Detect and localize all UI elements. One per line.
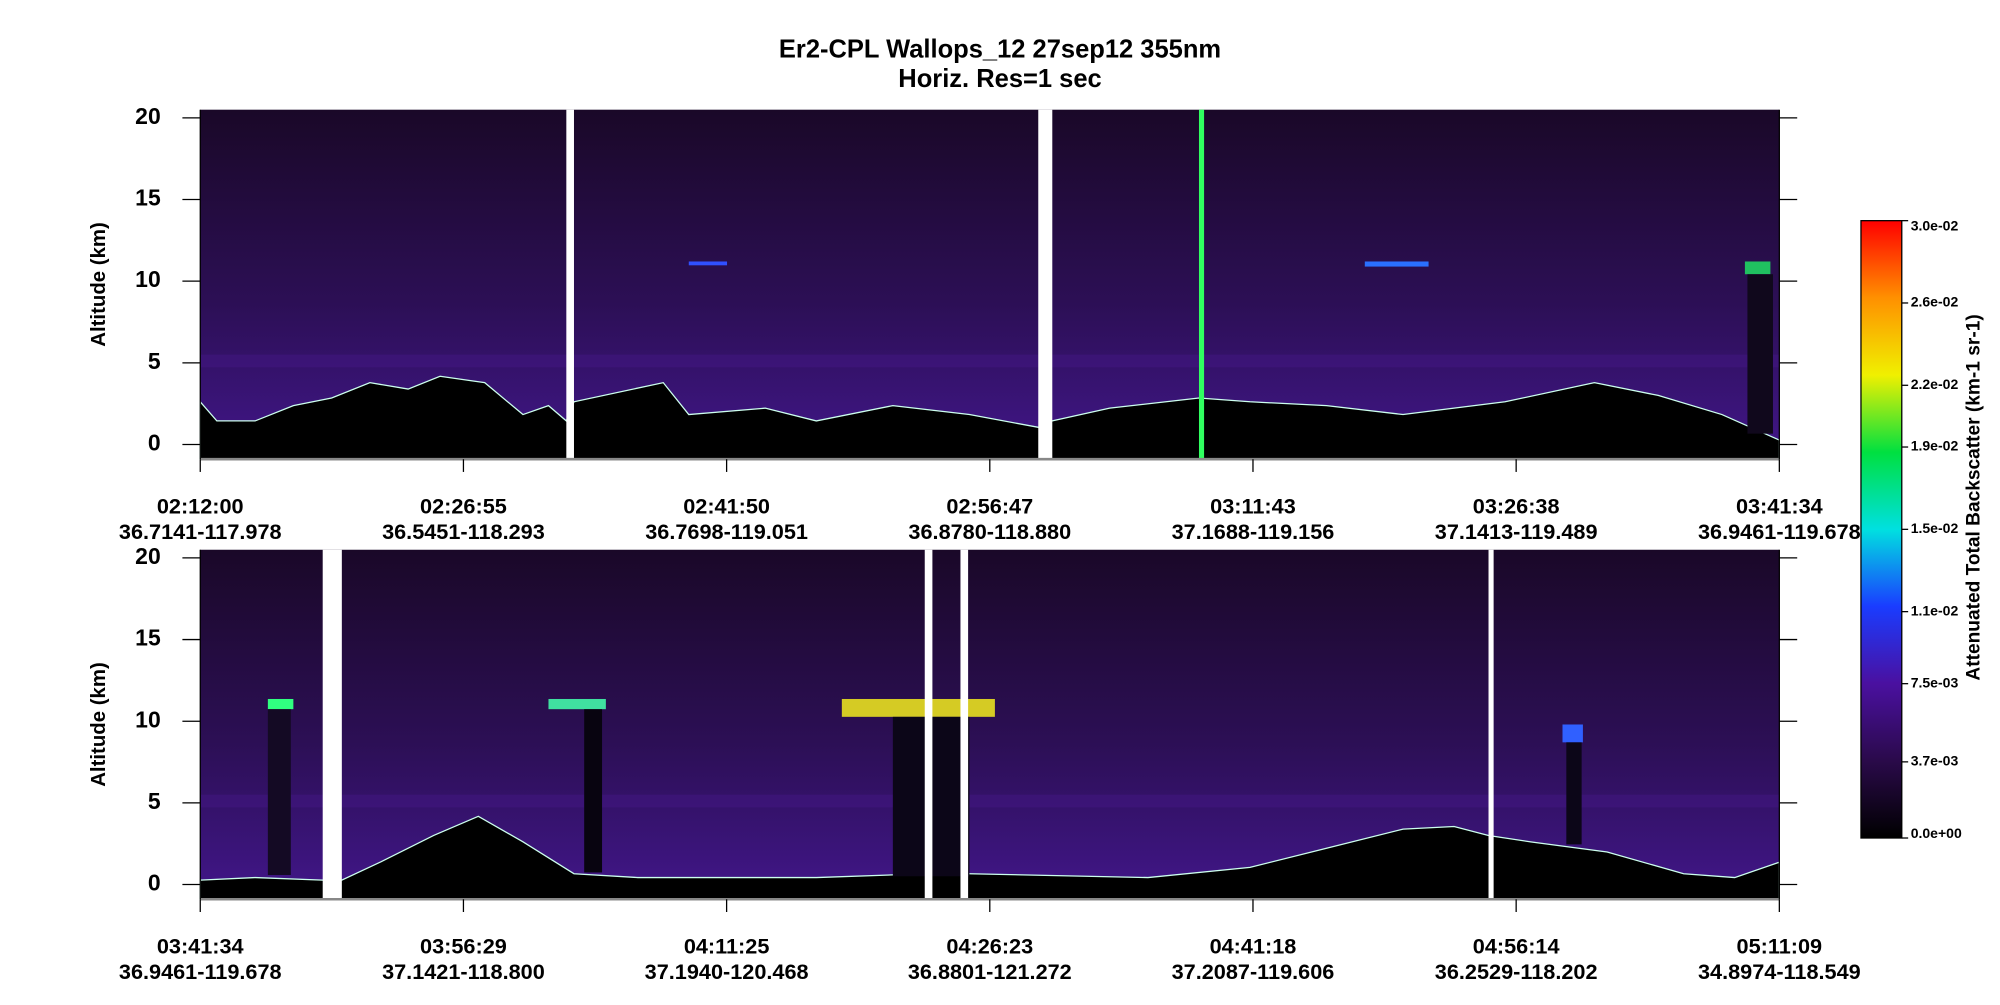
chart-subtitle: Horiz. Res=1 sec bbox=[898, 65, 1101, 93]
panel-2-image bbox=[199, 549, 1780, 900]
x-tick-location: 36.8801-121.272 bbox=[908, 959, 1072, 984]
x-tick-location: 37.2087-119.606 bbox=[1172, 959, 1335, 984]
colorbar-tick-label: 2.6e-02 bbox=[1911, 294, 1959, 310]
x-tick-time: 02:12:00 bbox=[157, 493, 244, 518]
x-tick-time: 02:26:55 bbox=[420, 493, 507, 518]
x-tick-time: 04:56:14 bbox=[1473, 933, 1560, 958]
y-tick-label: 5 bbox=[148, 348, 161, 374]
x-tick-time: 04:41:18 bbox=[1210, 933, 1297, 958]
y-tick-label: 0 bbox=[148, 430, 161, 456]
x-tick-time: 03:41:34 bbox=[157, 933, 244, 958]
y-axis-label: Altitude (km) bbox=[88, 662, 110, 787]
y-tick-label: 10 bbox=[135, 266, 161, 292]
x-tick-location: 37.1688-119.156 bbox=[1172, 519, 1335, 544]
x-tick-location: 36.7698-119.051 bbox=[645, 519, 808, 544]
colorbar-tick-label: 1.9e-02 bbox=[1911, 438, 1959, 454]
x-tick-time: 03:56:29 bbox=[420, 933, 507, 958]
x-tick-time: 03:26:38 bbox=[1473, 493, 1560, 518]
x-tick-time: 04:11:25 bbox=[684, 933, 770, 958]
y-axis-label: Altitude (km) bbox=[88, 222, 110, 347]
x-tick-time: 04:26:23 bbox=[946, 933, 1033, 958]
colorbar-tick-label: 7.5e-03 bbox=[1911, 674, 1959, 690]
x-tick-time: 02:41:50 bbox=[683, 493, 770, 518]
colorbar-tick-label: 1.5e-02 bbox=[1911, 520, 1959, 536]
y-tick-label: 0 bbox=[148, 870, 161, 896]
x-tick-location: 37.1940-120.468 bbox=[645, 959, 809, 984]
x-tick-time: 03:11:43 bbox=[1210, 493, 1296, 518]
y-tick-label: 20 bbox=[135, 103, 161, 129]
x-tick-location: 36.8780-118.880 bbox=[908, 519, 1071, 544]
colorbar-tick-label: 2.2e-02 bbox=[1911, 376, 1959, 392]
x-tick-location: 36.2529-118.202 bbox=[1435, 959, 1598, 984]
x-tick-location: 36.9461-119.678 bbox=[119, 959, 282, 984]
x-tick-location: 36.9461-119.678 bbox=[1698, 519, 1861, 544]
colorbar-tick-label: 3.0e-02 bbox=[1911, 218, 1959, 234]
colorbar-tick-label: 3.7e-03 bbox=[1911, 753, 1959, 769]
colorbar bbox=[1860, 220, 1903, 839]
colorbar-tick-label: 0.0e+00 bbox=[1911, 825, 1962, 841]
y-tick-label: 10 bbox=[135, 706, 161, 732]
panel-1-image bbox=[199, 109, 1780, 460]
colorbar-tick-label: 1.1e-02 bbox=[1911, 602, 1959, 618]
x-tick-time: 02:56:47 bbox=[946, 493, 1033, 518]
x-tick-location: 34.8974-118.549 bbox=[1698, 959, 1861, 984]
chart-title: Er2-CPL Wallops_12 27sep12 355nm bbox=[779, 36, 1221, 64]
x-tick-time: 05:11:09 bbox=[1737, 933, 1823, 958]
y-tick-label: 20 bbox=[135, 543, 161, 569]
x-tick-location: 37.1413-119.489 bbox=[1435, 519, 1598, 544]
y-tick-label: 5 bbox=[148, 788, 161, 814]
y-tick-label: 15 bbox=[135, 625, 161, 651]
x-tick-location: 36.5451-118.293 bbox=[382, 519, 545, 544]
x-tick-location: 37.1421-118.800 bbox=[382, 959, 545, 984]
y-tick-label: 15 bbox=[135, 185, 161, 211]
x-tick-location: 36.7141-117.978 bbox=[119, 519, 282, 544]
colorbar-label: Attenuated Total Backscatter (km-1 sr-1) bbox=[1964, 314, 1985, 680]
x-tick-time: 03:41:34 bbox=[1736, 493, 1823, 518]
